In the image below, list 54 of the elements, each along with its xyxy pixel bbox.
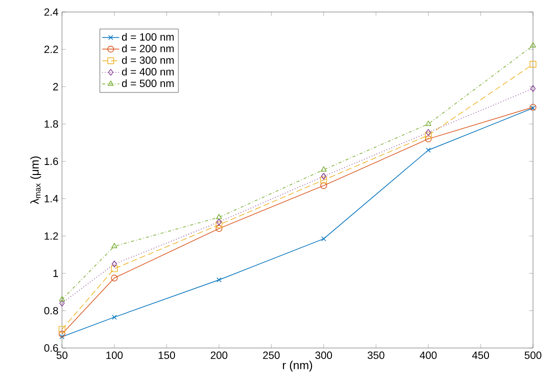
y-tick-label: 1.8 — [44, 120, 58, 128]
x-tick-label: 350 — [368, 352, 384, 359]
point — [59, 296, 65, 302]
point — [426, 148, 431, 153]
y-tick-label: 1.4 — [44, 195, 58, 202]
point — [60, 334, 64, 340]
y-tick-label: 1 — [53, 270, 58, 277]
point — [530, 60, 536, 68]
point — [110, 265, 118, 272]
point — [216, 277, 222, 282]
y-tick-label: 0.8 — [44, 306, 58, 314]
point — [320, 176, 328, 184]
point — [58, 330, 66, 338]
x-tick-label: 150 — [158, 352, 176, 359]
point — [530, 42, 536, 48]
point — [424, 136, 432, 142]
point — [59, 300, 65, 307]
point — [216, 214, 222, 220]
x-tick-label: 500 — [524, 352, 542, 359]
x-tick-label: 100 — [106, 352, 123, 359]
y-tick-label: 2 — [53, 83, 58, 90]
legend-label: d = 100 nm — [122, 32, 174, 41]
point — [320, 166, 327, 172]
point — [425, 120, 432, 126]
y-tick-label: 2.4 — [44, 8, 58, 16]
y-tick-label: 1.2 — [44, 232, 58, 240]
x-tick-label: 50 — [56, 352, 68, 359]
point — [426, 129, 431, 136]
point — [112, 260, 117, 268]
x-tick-label: 450 — [472, 352, 490, 359]
legend-label: d = 200 nm — [122, 44, 174, 52]
point — [216, 221, 222, 228]
point — [110, 274, 118, 282]
point — [321, 236, 326, 242]
point — [216, 218, 222, 226]
x-tick-label: 250 — [263, 352, 280, 359]
y-tick-label: 1.6 — [44, 158, 58, 166]
x-tick-label: 200 — [210, 352, 228, 359]
point — [424, 132, 432, 139]
legend-label: d = 300 nm — [122, 56, 174, 64]
x-tick-label: 300 — [315, 352, 332, 359]
legend-label: d = 500 nm — [122, 79, 174, 88]
point — [112, 314, 117, 320]
y-tick-label: 0.6 — [44, 344, 58, 352]
x-axis-title: r (nm) — [282, 360, 312, 372]
y-axis-title: λ$_{max}$ (μm) — [30, 156, 42, 204]
point — [530, 85, 536, 92]
point — [321, 172, 326, 180]
point — [58, 326, 66, 333]
point — [216, 225, 222, 232]
legend-label: d = 400 nm — [122, 68, 174, 76]
y-tick-label: 2.2 — [44, 46, 58, 53]
x-tick-label: 400 — [420, 352, 437, 359]
point — [111, 242, 118, 248]
